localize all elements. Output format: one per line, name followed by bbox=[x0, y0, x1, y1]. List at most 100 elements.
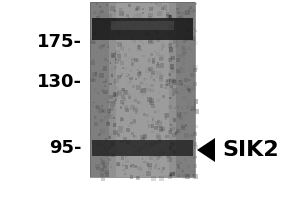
Bar bbox=[142, 134, 147, 139]
Bar bbox=[171, 79, 176, 83]
Bar bbox=[160, 68, 164, 71]
Bar bbox=[187, 46, 191, 50]
Bar bbox=[154, 75, 158, 78]
Bar bbox=[116, 2, 169, 177]
Bar bbox=[90, 78, 94, 82]
Bar bbox=[121, 88, 124, 91]
Bar bbox=[116, 54, 121, 58]
Bar bbox=[104, 138, 106, 139]
Bar bbox=[92, 18, 193, 40]
Bar bbox=[109, 31, 110, 32]
Bar bbox=[148, 38, 150, 40]
Bar bbox=[159, 176, 160, 177]
Bar bbox=[144, 78, 145, 79]
Bar bbox=[178, 175, 180, 177]
Bar bbox=[139, 47, 140, 49]
Bar bbox=[97, 37, 98, 38]
Bar bbox=[184, 85, 185, 86]
Bar bbox=[115, 98, 117, 101]
Bar bbox=[138, 102, 140, 103]
Bar bbox=[102, 109, 106, 113]
Bar bbox=[117, 166, 118, 167]
Bar bbox=[105, 138, 107, 140]
Bar bbox=[169, 78, 172, 81]
Bar bbox=[164, 113, 169, 118]
Bar bbox=[113, 22, 117, 26]
Bar bbox=[102, 44, 105, 47]
Bar bbox=[188, 89, 191, 93]
Bar bbox=[142, 95, 144, 96]
Bar bbox=[137, 34, 139, 36]
Bar bbox=[155, 165, 160, 170]
Bar bbox=[151, 143, 152, 145]
Bar bbox=[176, 160, 180, 164]
Bar bbox=[120, 164, 121, 165]
Bar bbox=[186, 37, 189, 41]
Bar bbox=[110, 106, 114, 111]
Bar bbox=[110, 101, 115, 106]
Bar bbox=[125, 109, 129, 112]
Bar bbox=[172, 171, 177, 176]
Bar bbox=[160, 84, 164, 88]
Bar bbox=[137, 69, 139, 71]
Bar bbox=[151, 176, 156, 181]
Bar bbox=[105, 36, 107, 38]
Bar bbox=[116, 26, 121, 31]
Bar bbox=[126, 141, 129, 145]
Bar bbox=[111, 21, 174, 30]
Bar bbox=[182, 61, 185, 65]
Bar bbox=[185, 174, 190, 179]
Bar bbox=[180, 16, 184, 20]
Bar bbox=[187, 165, 190, 168]
Bar bbox=[96, 16, 100, 20]
Bar bbox=[123, 101, 127, 104]
Bar bbox=[126, 76, 128, 77]
Bar bbox=[105, 79, 107, 82]
Bar bbox=[192, 174, 194, 176]
Bar bbox=[154, 154, 157, 157]
Bar bbox=[177, 164, 178, 166]
Bar bbox=[149, 102, 152, 105]
Bar bbox=[105, 172, 110, 177]
Bar bbox=[116, 30, 121, 35]
Bar bbox=[92, 72, 97, 77]
Bar bbox=[93, 102, 95, 103]
Bar bbox=[153, 71, 154, 72]
Bar bbox=[134, 23, 138, 27]
Bar bbox=[110, 166, 112, 168]
Bar bbox=[125, 32, 127, 33]
Bar bbox=[170, 172, 175, 176]
Bar bbox=[146, 171, 151, 176]
Bar bbox=[172, 68, 173, 69]
Bar bbox=[166, 14, 170, 18]
Bar bbox=[97, 92, 99, 94]
Bar bbox=[128, 4, 131, 7]
Bar bbox=[116, 42, 117, 43]
Bar bbox=[96, 142, 101, 147]
Bar bbox=[158, 119, 162, 123]
Bar bbox=[93, 148, 94, 150]
Bar bbox=[103, 91, 106, 94]
Bar bbox=[119, 152, 122, 154]
Bar bbox=[183, 165, 185, 166]
Bar bbox=[118, 175, 119, 176]
Bar bbox=[94, 72, 97, 75]
Bar bbox=[94, 88, 97, 91]
Bar bbox=[146, 162, 149, 166]
Bar bbox=[176, 20, 177, 22]
Bar bbox=[168, 58, 172, 62]
Bar bbox=[188, 12, 190, 14]
Bar bbox=[176, 129, 180, 133]
Bar bbox=[111, 68, 113, 71]
Bar bbox=[130, 105, 135, 110]
Bar bbox=[171, 97, 173, 98]
Bar bbox=[151, 124, 154, 128]
Bar bbox=[195, 125, 198, 128]
Bar bbox=[107, 90, 109, 91]
Bar bbox=[103, 147, 104, 149]
Bar bbox=[175, 45, 178, 48]
Bar bbox=[176, 44, 178, 47]
Bar bbox=[193, 9, 196, 12]
Bar bbox=[182, 96, 186, 99]
Bar bbox=[107, 122, 110, 124]
